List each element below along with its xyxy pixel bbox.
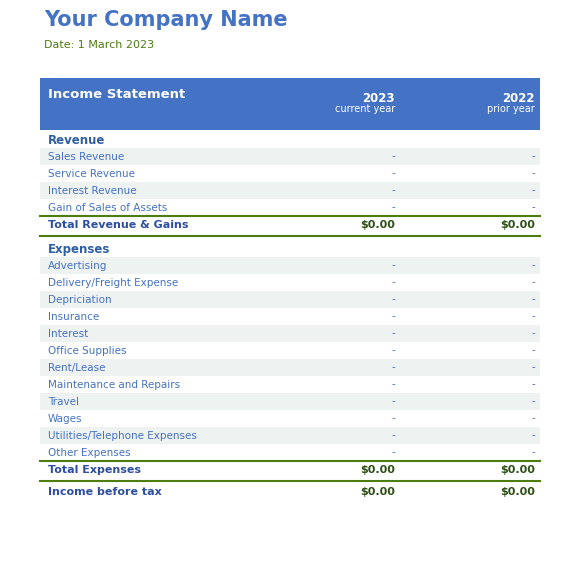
Text: -: -	[531, 311, 535, 321]
Bar	[40, 427, 540, 444]
Text: Gain of Sales of Assets: Gain of Sales of Assets	[48, 203, 168, 213]
Text: Rent/Lease: Rent/Lease	[48, 362, 105, 373]
Bar	[40, 257, 540, 274]
Text: -: -	[391, 186, 395, 195]
Bar	[40, 393, 540, 410]
Text: -: -	[391, 151, 395, 162]
Text: $0.00: $0.00	[500, 487, 535, 497]
Text: current year: current year	[335, 104, 395, 114]
Text: Other Expenses: Other Expenses	[48, 448, 130, 458]
Text: -: -	[391, 413, 395, 424]
Text: Interest: Interest	[48, 329, 88, 338]
Text: $0.00: $0.00	[500, 220, 535, 230]
Text: 2023: 2023	[363, 92, 395, 105]
Text: Total Expenses: Total Expenses	[48, 465, 141, 475]
Text: Advertising: Advertising	[48, 260, 107, 270]
Text: -: -	[531, 379, 535, 389]
Text: -: -	[391, 397, 395, 407]
Text: 2022: 2022	[502, 92, 535, 105]
Bar	[40, 78, 540, 130]
Text: -: -	[531, 413, 535, 424]
Text: -: -	[391, 203, 395, 213]
Bar	[40, 325, 540, 342]
Text: -: -	[391, 379, 395, 389]
Text: -: -	[531, 295, 535, 305]
Bar	[40, 182, 540, 199]
Text: -: -	[391, 346, 395, 356]
Text: Total Revenue & Gains: Total Revenue & Gains	[48, 220, 189, 230]
Text: Wages: Wages	[48, 413, 83, 424]
Text: -: -	[531, 151, 535, 162]
Text: -: -	[531, 362, 535, 373]
Text: Depriciation: Depriciation	[48, 295, 112, 305]
Text: Expenses: Expenses	[48, 243, 111, 256]
Text: -: -	[391, 329, 395, 338]
Text: Travel: Travel	[48, 397, 79, 407]
Text: Insurance: Insurance	[48, 311, 100, 321]
Text: $0.00: $0.00	[360, 220, 395, 230]
Text: -: -	[531, 203, 535, 213]
Bar	[40, 376, 540, 393]
Text: Office Supplies: Office Supplies	[48, 346, 126, 356]
Text: Income before tax: Income before tax	[48, 487, 162, 497]
Bar	[40, 308, 540, 325]
Bar	[40, 274, 540, 291]
Text: -: -	[391, 448, 395, 458]
Text: -: -	[531, 397, 535, 407]
Text: -: -	[391, 278, 395, 287]
Text: -: -	[531, 278, 535, 287]
Text: -: -	[531, 329, 535, 338]
Text: $0.00: $0.00	[360, 465, 395, 475]
Text: Delivery/Freight Expense: Delivery/Freight Expense	[48, 278, 178, 287]
Bar	[40, 359, 540, 376]
Text: Date: 1 March 2023: Date: 1 March 2023	[44, 40, 154, 50]
Text: -: -	[391, 311, 395, 321]
Text: -: -	[531, 346, 535, 356]
Bar	[40, 342, 540, 359]
Text: -: -	[391, 168, 395, 178]
Text: Maintenance and Repairs: Maintenance and Repairs	[48, 379, 180, 389]
Text: -: -	[531, 430, 535, 440]
Text: -: -	[391, 430, 395, 440]
Text: $0.00: $0.00	[500, 465, 535, 475]
Bar	[40, 165, 540, 182]
Text: Service Revenue: Service Revenue	[48, 168, 135, 178]
Text: -: -	[391, 295, 395, 305]
Text: prior year: prior year	[487, 104, 535, 114]
Text: Sales Revenue: Sales Revenue	[48, 151, 124, 162]
Bar	[40, 148, 540, 165]
Bar	[40, 199, 540, 216]
Text: Revenue: Revenue	[48, 134, 105, 147]
Text: -: -	[531, 260, 535, 270]
Bar	[40, 410, 540, 427]
Text: Your Company Name: Your Company Name	[44, 10, 288, 30]
Bar	[40, 444, 540, 461]
Text: -: -	[391, 362, 395, 373]
Text: $0.00: $0.00	[360, 487, 395, 497]
Text: -: -	[531, 186, 535, 195]
Bar	[40, 291, 540, 308]
Text: Utilities/Telephone Expenses: Utilities/Telephone Expenses	[48, 430, 197, 440]
Text: Income Statement: Income Statement	[48, 88, 185, 101]
Text: -: -	[531, 448, 535, 458]
Text: Interest Revenue: Interest Revenue	[48, 186, 137, 195]
Text: -: -	[531, 168, 535, 178]
Text: -: -	[391, 260, 395, 270]
